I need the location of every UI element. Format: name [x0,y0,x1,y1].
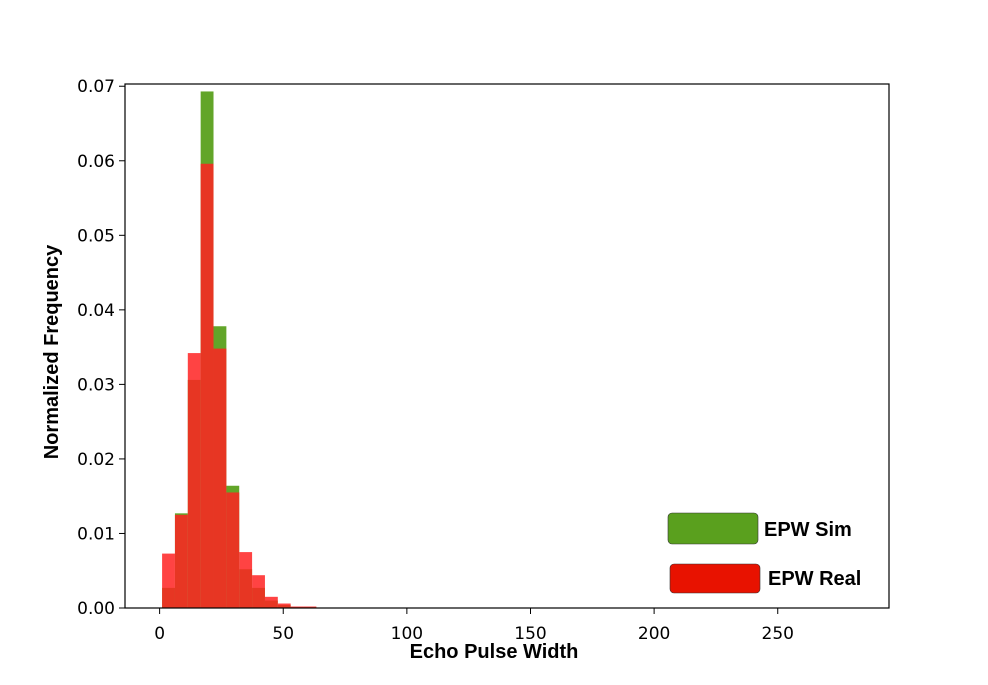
real-bar-3 [200,163,214,608]
real-bar-10 [290,606,304,608]
y-tick-label-5: 0.05 [77,226,115,246]
x-tick-label-3: 150 [514,624,546,644]
real-bar-7 [252,575,265,608]
y-tick-label-7: 0.07 [77,77,115,97]
legend-swatch-0 [667,512,759,545]
y-tick-label-3: 0.03 [77,375,115,395]
y-tick-label-6: 0.06 [77,152,115,172]
y-tick-label-4: 0.04 [77,301,115,321]
x-tick-label-4: 200 [638,624,670,644]
y-axis-ticks: 0.00 0.01 0.02 0.03 0.04 0.05 0.06 0.07 [77,77,125,619]
real-bar-9 [277,603,291,608]
x-axis-title: Echo Pulse Width [410,641,579,663]
real-bar-2 [187,353,201,608]
real-bar-0 [162,553,175,608]
x-tick-label-1: 50 [272,624,294,644]
x-tick-label-2: 100 [391,624,423,644]
y-tick-label-0: 0.00 [77,599,115,619]
real-bar-4 [213,348,227,608]
x-axis-ticks: 0 50 100 150 200 250 [154,608,794,644]
real-bars [162,163,317,608]
real-bar-6 [239,552,253,608]
y-tick-label-2: 0.02 [77,450,115,470]
x-tick-label-5: 250 [762,624,794,644]
legend-swatch-1 [669,563,761,594]
real-bar-11 [303,606,317,608]
plot-frame [124,83,890,609]
x-tick-label-0: 0 [154,624,165,644]
legend-label-1: EPW Real [768,568,861,590]
real-bar-8 [264,596,278,608]
legend-label-0: EPW Sim [764,519,852,541]
real-bar-5 [226,492,240,608]
y-tick-label-1: 0.01 [77,524,115,544]
y-axis-title: Normalized Frequency [41,244,63,459]
real-bar-1 [174,514,188,608]
legend: EPW Sim EPW Real [667,512,861,594]
